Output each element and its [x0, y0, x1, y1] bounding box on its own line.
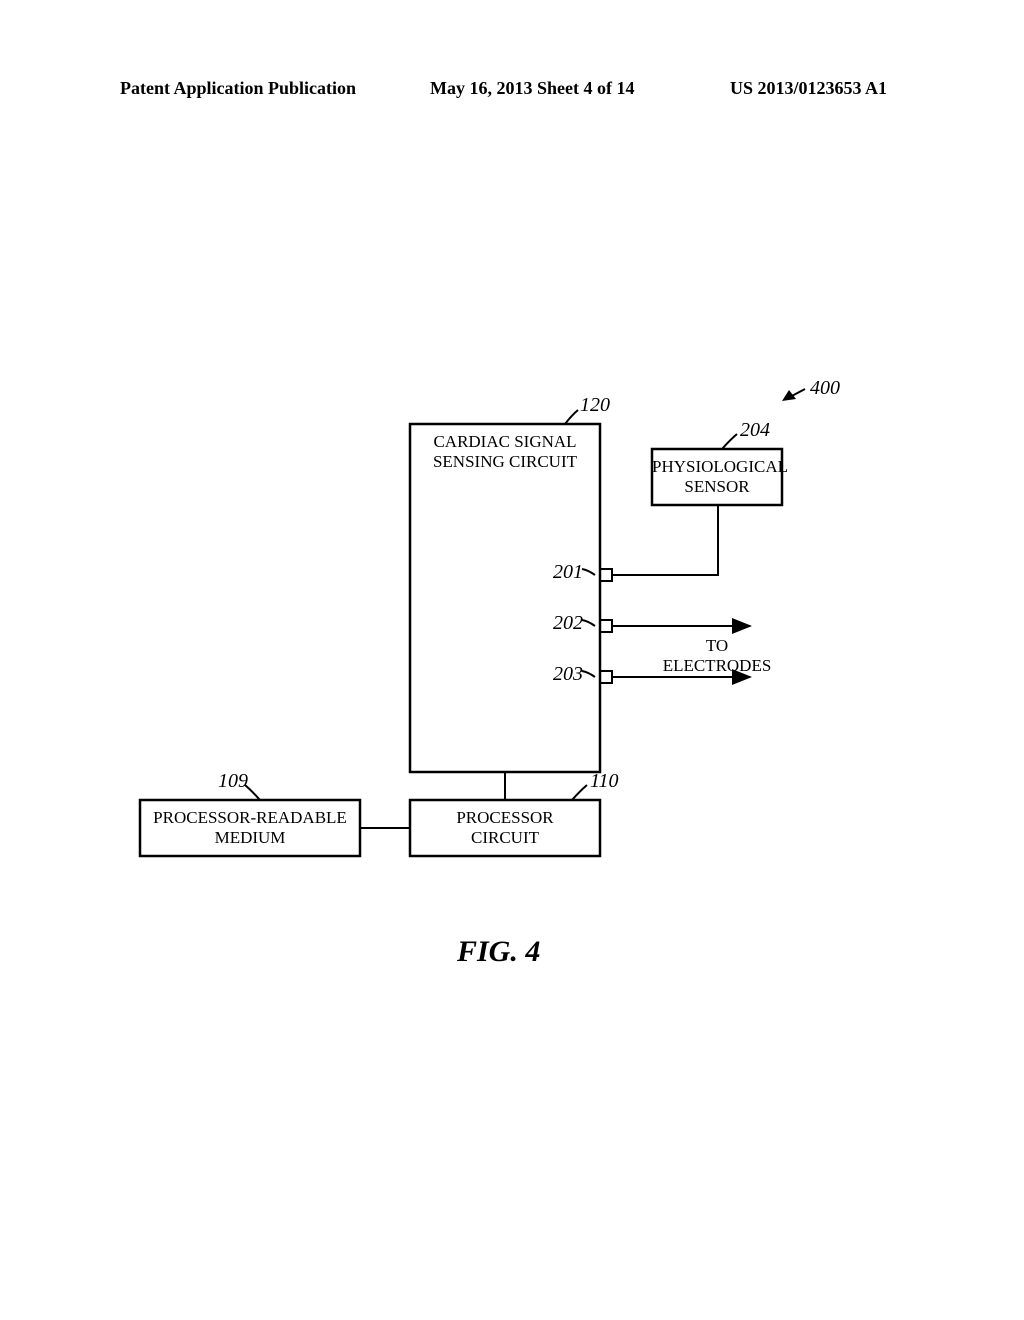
ref-400: 400	[810, 377, 840, 400]
cardiac-line2: SENSING CIRCUIT	[433, 452, 577, 471]
processor-line1: PROCESSOR	[456, 808, 553, 827]
cardiac-block-label: CARDIAC SIGNAL SENSING CIRCUIT	[410, 432, 600, 471]
cardiac-line1: CARDIAC SIGNAL	[433, 432, 576, 451]
medium-line1: PROCESSOR-READABLE	[153, 808, 347, 827]
ref-203: 203	[553, 663, 583, 686]
figure-caption: FIG. 4	[457, 935, 540, 969]
ref-202: 202	[553, 612, 583, 635]
ref-110: 110	[590, 770, 619, 793]
ref-120: 120	[580, 394, 610, 417]
electrodes-label: TO ELECTRODES	[662, 636, 772, 675]
processor-line2: CIRCUIT	[471, 828, 539, 847]
physio-line1: PHYSIOLOGICAL	[652, 457, 788, 476]
physio-line2: SENSOR	[684, 477, 749, 496]
block-diagram	[0, 0, 1024, 1320]
ref-109: 109	[218, 770, 248, 793]
ref-201: 201	[553, 561, 583, 584]
electrodes-line1: TO	[706, 636, 728, 655]
medium-block-label: PROCESSOR-READABLE MEDIUM	[140, 808, 360, 847]
ref-204: 204	[740, 419, 770, 442]
physio-block-label: PHYSIOLOGICAL SENSOR	[652, 457, 782, 496]
electrodes-line2: ELECTRODES	[663, 656, 772, 675]
page: Patent Application Publication May 16, 2…	[0, 0, 1024, 1320]
medium-line2: MEDIUM	[215, 828, 286, 847]
processor-block-label: PROCESSOR CIRCUIT	[410, 808, 600, 847]
